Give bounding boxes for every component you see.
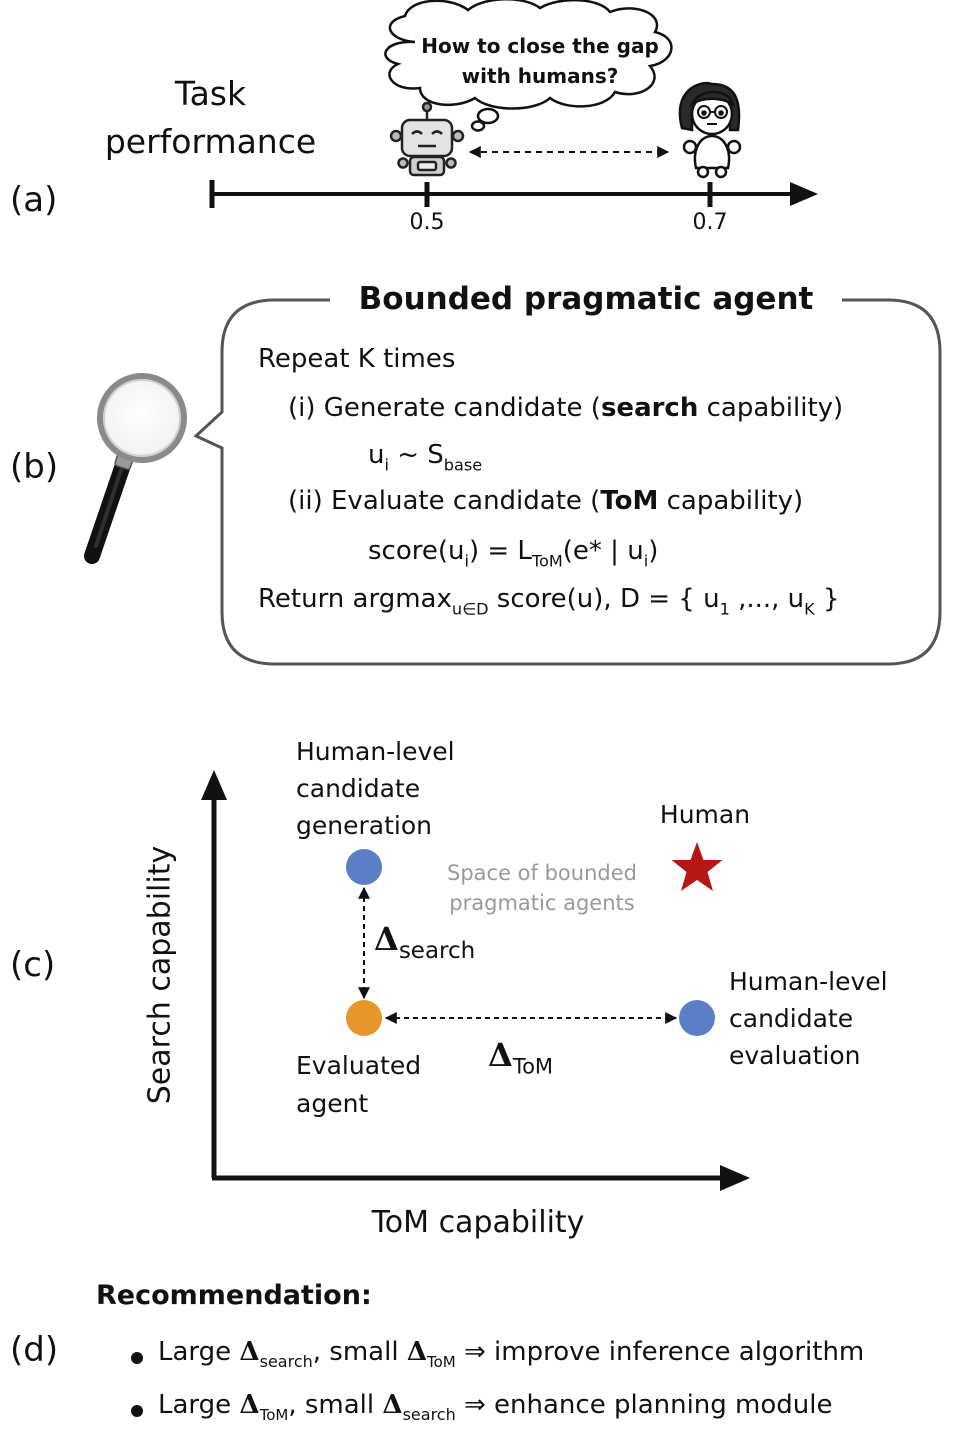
repeat-line: Repeat K times: [258, 344, 456, 374]
human-star: [671, 842, 723, 891]
space-label-line1: Space of bounded: [447, 861, 637, 885]
recommendation-item-1: Large Δsearch, small ΔToM ⇒ improve infe…: [158, 1337, 864, 1371]
evaluate-prefix: (ii) Evaluate candidate (: [288, 486, 601, 516]
delta-search-label: Δsearch: [374, 920, 475, 964]
score-a: score(u: [368, 536, 465, 566]
evaluated-label-line1: Evaluated: [296, 1051, 422, 1080]
bullet-1: [131, 1352, 143, 1364]
evaluate-suffix: capability): [658, 486, 804, 516]
item2-large: Large: [158, 1390, 240, 1420]
thought-line-2: with humans?: [461, 64, 619, 88]
item2-delta-a: Δ: [239, 1390, 260, 1420]
sample-u: u: [368, 440, 385, 470]
return-b: score(u), D = { u: [488, 584, 720, 614]
item1-action: ⇒ improve inference algorithm: [455, 1337, 865, 1367]
return-a: Return argmax: [258, 584, 452, 614]
generation-label: Human-level candidate generation: [296, 733, 455, 844]
space-label-line2: pragmatic agents: [449, 891, 635, 915]
thought-cloud: [384, 0, 673, 132]
axis-label-line2: performance: [104, 122, 317, 161]
bullet-2: [131, 1405, 143, 1417]
evaluation-label-line3: evaluation: [729, 1041, 861, 1070]
return-line: Return argmaxu∈D score(u), D = { u1 ,...…: [258, 584, 840, 618]
tick-label-robot: 0.5: [409, 210, 445, 235]
thought-line-1: How to close the gap: [421, 34, 659, 58]
score-i-sub: i: [464, 551, 469, 571]
robot-icon: [389, 101, 465, 177]
item1-sub-search: search: [259, 1352, 313, 1372]
score-b: ) = L: [468, 536, 532, 566]
delta-tom-label: ΔToM: [488, 1036, 553, 1078]
x-axis-label: ToM capability: [371, 1205, 585, 1240]
magnifying-glass-icon: [84, 373, 187, 564]
generate-prefix: (i) Generate candidate (: [288, 393, 601, 423]
evaluation-label: Human-level candidate evaluation: [729, 963, 888, 1074]
y-axis-label: Search capability: [142, 845, 178, 1105]
generation-label-line2: candidate: [296, 774, 421, 803]
recommendation-title: Recommendation:: [96, 1280, 372, 1311]
recommendation-item-2: Large ΔToM, small Δsearch ⇒ enhance plan…: [158, 1390, 833, 1424]
evaluation-label-line1: Human-level: [729, 967, 888, 996]
thought-text: How to close the gap with humans?: [390, 31, 690, 91]
return-domain-sub: u∈D: [451, 599, 489, 619]
delta-tom-symbol: Δ: [488, 1036, 513, 1074]
item2-sub-tom: ToM: [259, 1405, 289, 1424]
panel-label-b: (b): [10, 447, 59, 487]
item1-delta-a: Δ: [239, 1337, 260, 1367]
human-level-evaluation-point: [679, 1000, 715, 1036]
score-line: score(ui) = LToM(e* | ui): [368, 536, 658, 570]
score-c: (e* | u: [562, 536, 644, 566]
human-level-generation-point: [346, 849, 382, 885]
tick-label-human: 0.7: [692, 210, 728, 235]
generation-label-line1: Human-level: [296, 737, 455, 766]
sample-i-sub: i: [384, 455, 389, 475]
sample-mid: ~ S: [388, 440, 444, 470]
axis-label-line1: Task: [174, 74, 247, 113]
space-label: Space of bounded pragmatic agents: [432, 858, 652, 918]
return-k-sub: K: [804, 599, 815, 619]
generation-label-line3: generation: [296, 811, 432, 840]
human-icon: [678, 81, 742, 179]
score-d: ): [648, 536, 659, 566]
item2-mid: , small: [288, 1390, 383, 1420]
panel-label-d: (d): [10, 1330, 59, 1370]
delta-search-symbol: Δ: [374, 920, 399, 958]
panel-label-a: (a): [10, 180, 58, 220]
item1-large: Large: [158, 1337, 240, 1367]
evaluated-agent-label: Evaluated agent: [296, 1047, 421, 1123]
generate-line: (i) Generate candidate (search capabilit…: [288, 393, 843, 423]
evaluated-label-line2: agent: [296, 1089, 369, 1118]
item2-delta-b: Δ: [382, 1390, 403, 1420]
return-1-sub: 1: [719, 599, 730, 619]
capability-axes: [201, 770, 750, 1191]
performance-axis: [209, 180, 818, 208]
evaluation-label-line2: candidate: [729, 1004, 854, 1033]
sample-line: ui ~ Sbase: [368, 440, 482, 474]
item1-delta-b: Δ: [406, 1337, 427, 1367]
evaluated-agent-point: [346, 1000, 382, 1036]
delta-search-sub: search: [398, 938, 476, 965]
delta-tom-sub: ToM: [512, 1054, 554, 1079]
item2-action: ⇒ enhance planning module: [455, 1390, 833, 1420]
score-i2-sub: i: [643, 551, 649, 571]
score-tom-sub: ToM: [531, 551, 563, 571]
item1-sub-tom: ToM: [427, 1352, 456, 1371]
sample-base-sub: base: [443, 455, 483, 475]
generate-suffix: capability): [698, 393, 844, 423]
panel-label-c: (c): [10, 945, 56, 985]
agent-box-title: Bounded pragmatic agent: [358, 281, 814, 317]
evaluate-line: (ii) Evaluate candidate (ToM capability): [288, 486, 803, 516]
return-c: ,..., u: [729, 584, 805, 614]
evaluate-bold: ToM: [600, 486, 659, 516]
speech-box: [193, 298, 942, 666]
item2-sub-search: search: [402, 1405, 456, 1425]
human-label: Human: [659, 800, 751, 829]
generate-bold: search: [600, 393, 699, 423]
item1-mid: , small: [312, 1337, 407, 1367]
return-d: }: [814, 584, 840, 614]
